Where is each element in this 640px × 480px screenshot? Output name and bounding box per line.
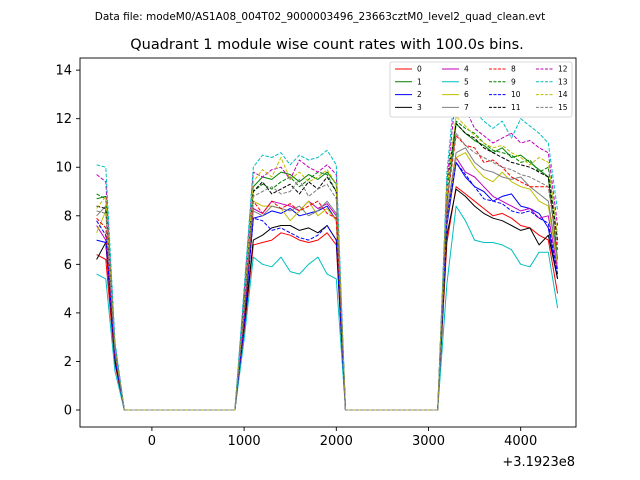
y-tick-label: 10	[55, 161, 72, 176]
series-line-0	[96, 186, 559, 411]
x-tick-label: 0	[148, 434, 156, 449]
legend-label-9: 9	[511, 77, 516, 86]
x-axis-offset-label: +3.1923e8	[502, 455, 575, 470]
axes-frame	[79, 57, 577, 428]
legend-label-13: 13	[558, 77, 568, 86]
x-tick-label: 2000	[320, 434, 353, 449]
series-line-10	[96, 161, 559, 411]
legend-box	[389, 61, 573, 118]
y-tick-label: 0	[64, 404, 72, 419]
legend-label-0: 0	[417, 65, 422, 74]
series-line-12	[96, 91, 559, 411]
series-line-3	[96, 188, 559, 411]
x-tick-label: 4000	[504, 434, 537, 449]
legend-label-2: 2	[417, 90, 422, 99]
y-tick-label: 4	[64, 306, 72, 321]
y-tick-label: 6	[64, 258, 72, 273]
series-line-7	[96, 147, 559, 411]
legend-label-7: 7	[464, 103, 469, 112]
series-line-13	[96, 76, 559, 411]
chart-title: Quadrant 1 module wise count rates with …	[130, 37, 524, 53]
series-line-15	[96, 132, 559, 411]
legend-label-4: 4	[464, 65, 469, 74]
series-line-5	[96, 205, 559, 411]
series-line-4	[96, 157, 559, 411]
y-tick-label: 14	[55, 64, 72, 79]
legend-label-12: 12	[558, 65, 568, 74]
series-line-11	[96, 123, 559, 411]
y-tick-label: 8	[64, 209, 72, 224]
legend-label-10: 10	[511, 90, 521, 99]
series-line-1	[96, 123, 559, 411]
legend-label-3: 3	[417, 103, 422, 112]
legend-label-8: 8	[511, 65, 516, 74]
x-tick-label: 1000	[228, 434, 261, 449]
series-lines	[96, 76, 559, 411]
x-tick-label: 3000	[412, 434, 445, 449]
y-tick-label: 12	[55, 112, 72, 127]
legend-label-5: 5	[464, 77, 469, 86]
legend-label-15: 15	[558, 103, 568, 112]
legend-label-6: 6	[464, 90, 469, 99]
chart-suptitle: Data file: modeM0/AS1A08_004T02_90000034…	[95, 11, 546, 23]
legend-label-14: 14	[558, 90, 568, 99]
y-tick-label: 2	[64, 355, 72, 370]
legend-label-11: 11	[511, 103, 521, 112]
legend-label-1: 1	[417, 77, 422, 86]
